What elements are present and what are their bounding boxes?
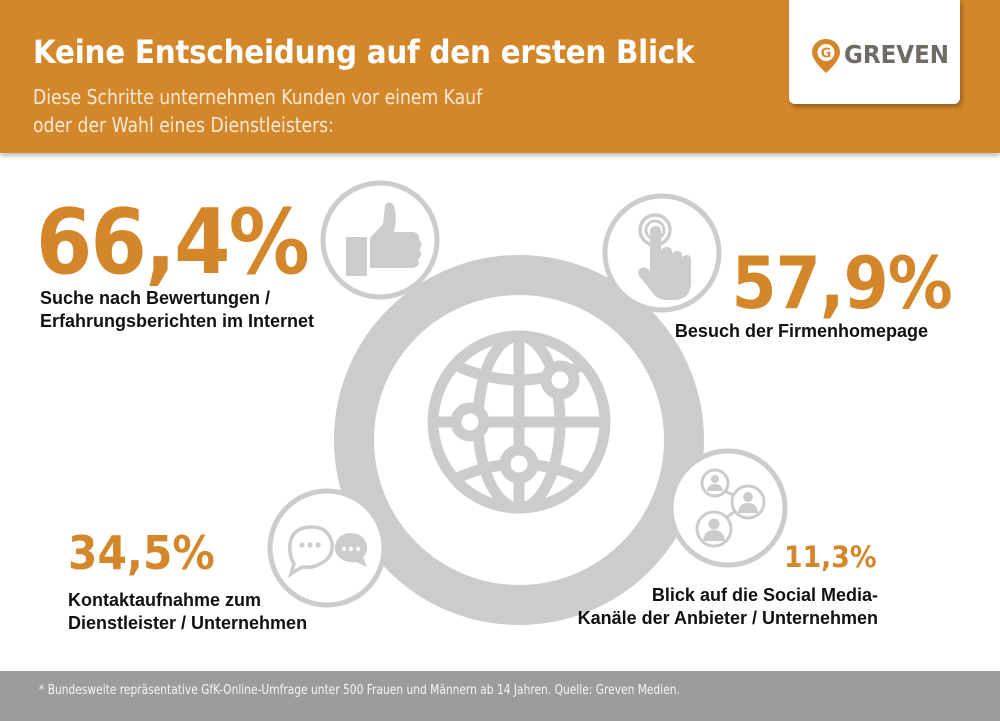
stat-contact-label-line-1: Kontaktaufnahme zum: [68, 590, 262, 610]
center-ring: [334, 255, 704, 625]
page-title: Keine Entscheidung auf den ersten Blick: [33, 33, 695, 71]
social-badge: [668, 448, 788, 568]
pointing-hand-tap-icon: [638, 213, 691, 300]
greven-logo: G GREVEN: [789, 0, 960, 104]
thumbs-up-badge: [320, 180, 440, 300]
page-subtitle: Diese Schritte unternehmen Kunden vor ei…: [33, 83, 549, 139]
stat-homepage-label: Besuch der Firmenhomepage: [675, 320, 928, 343]
chat-bubbles-icon: [287, 525, 368, 579]
logo-letter: G: [821, 47, 832, 62]
stat-homepage-label-line-1: Besuch der Firmenhomepage: [674, 321, 928, 341]
stat-reviews-label-line-2: Erfahrungsberichten im Internet: [40, 311, 315, 331]
globe-network-icon: [427, 330, 611, 514]
stat-social-value: 11,3%: [784, 540, 877, 574]
stat-contact-label: Kontaktaufnahme zum Dienstleister / Unte…: [68, 589, 307, 635]
chat-badge: [267, 488, 387, 608]
subtitle-line-1: Diese Schritte unternehmen Kunden vor ei…: [33, 85, 483, 109]
stat-social-label-line-1: Blick auf die Social Media-: [651, 585, 878, 605]
stat-reviews-label: Suche nach Bewertungen / Erfahrungsberic…: [40, 287, 314, 333]
stat-reviews-value: 66,4%: [36, 190, 310, 295]
location-pin-icon: G: [812, 39, 840, 73]
stat-social-label-line-2: Kanäle der Anbieter / Unternehmen: [577, 608, 878, 628]
logo-text: GREVEN: [844, 40, 950, 69]
footer-bar: * Bundesweite repräsentative GfK-Online-…: [0, 671, 1000, 721]
footnote: * Bundesweite repräsentative GfK-Online-…: [39, 683, 680, 698]
stat-reviews-label-line-1: Suche nach Bewertungen /: [40, 288, 271, 308]
social-network-icon: [695, 468, 766, 548]
stat-contact-label-line-2: Dienstleister / Unternehmen: [68, 613, 308, 633]
stat-social-label: Blick auf die Social Media- Kanäle der A…: [578, 584, 878, 630]
stat-contact-value: 34,5%: [68, 526, 215, 580]
pointing-hand-badge: [602, 193, 722, 313]
thumbs-up-icon: [346, 202, 422, 276]
stat-homepage-value: 57,9%: [731, 241, 953, 325]
header-banner: Keine Entscheidung auf den ersten Blick …: [0, 0, 1000, 153]
subtitle-line-2: oder der Wahl eines Dienstleisters:: [33, 113, 334, 137]
